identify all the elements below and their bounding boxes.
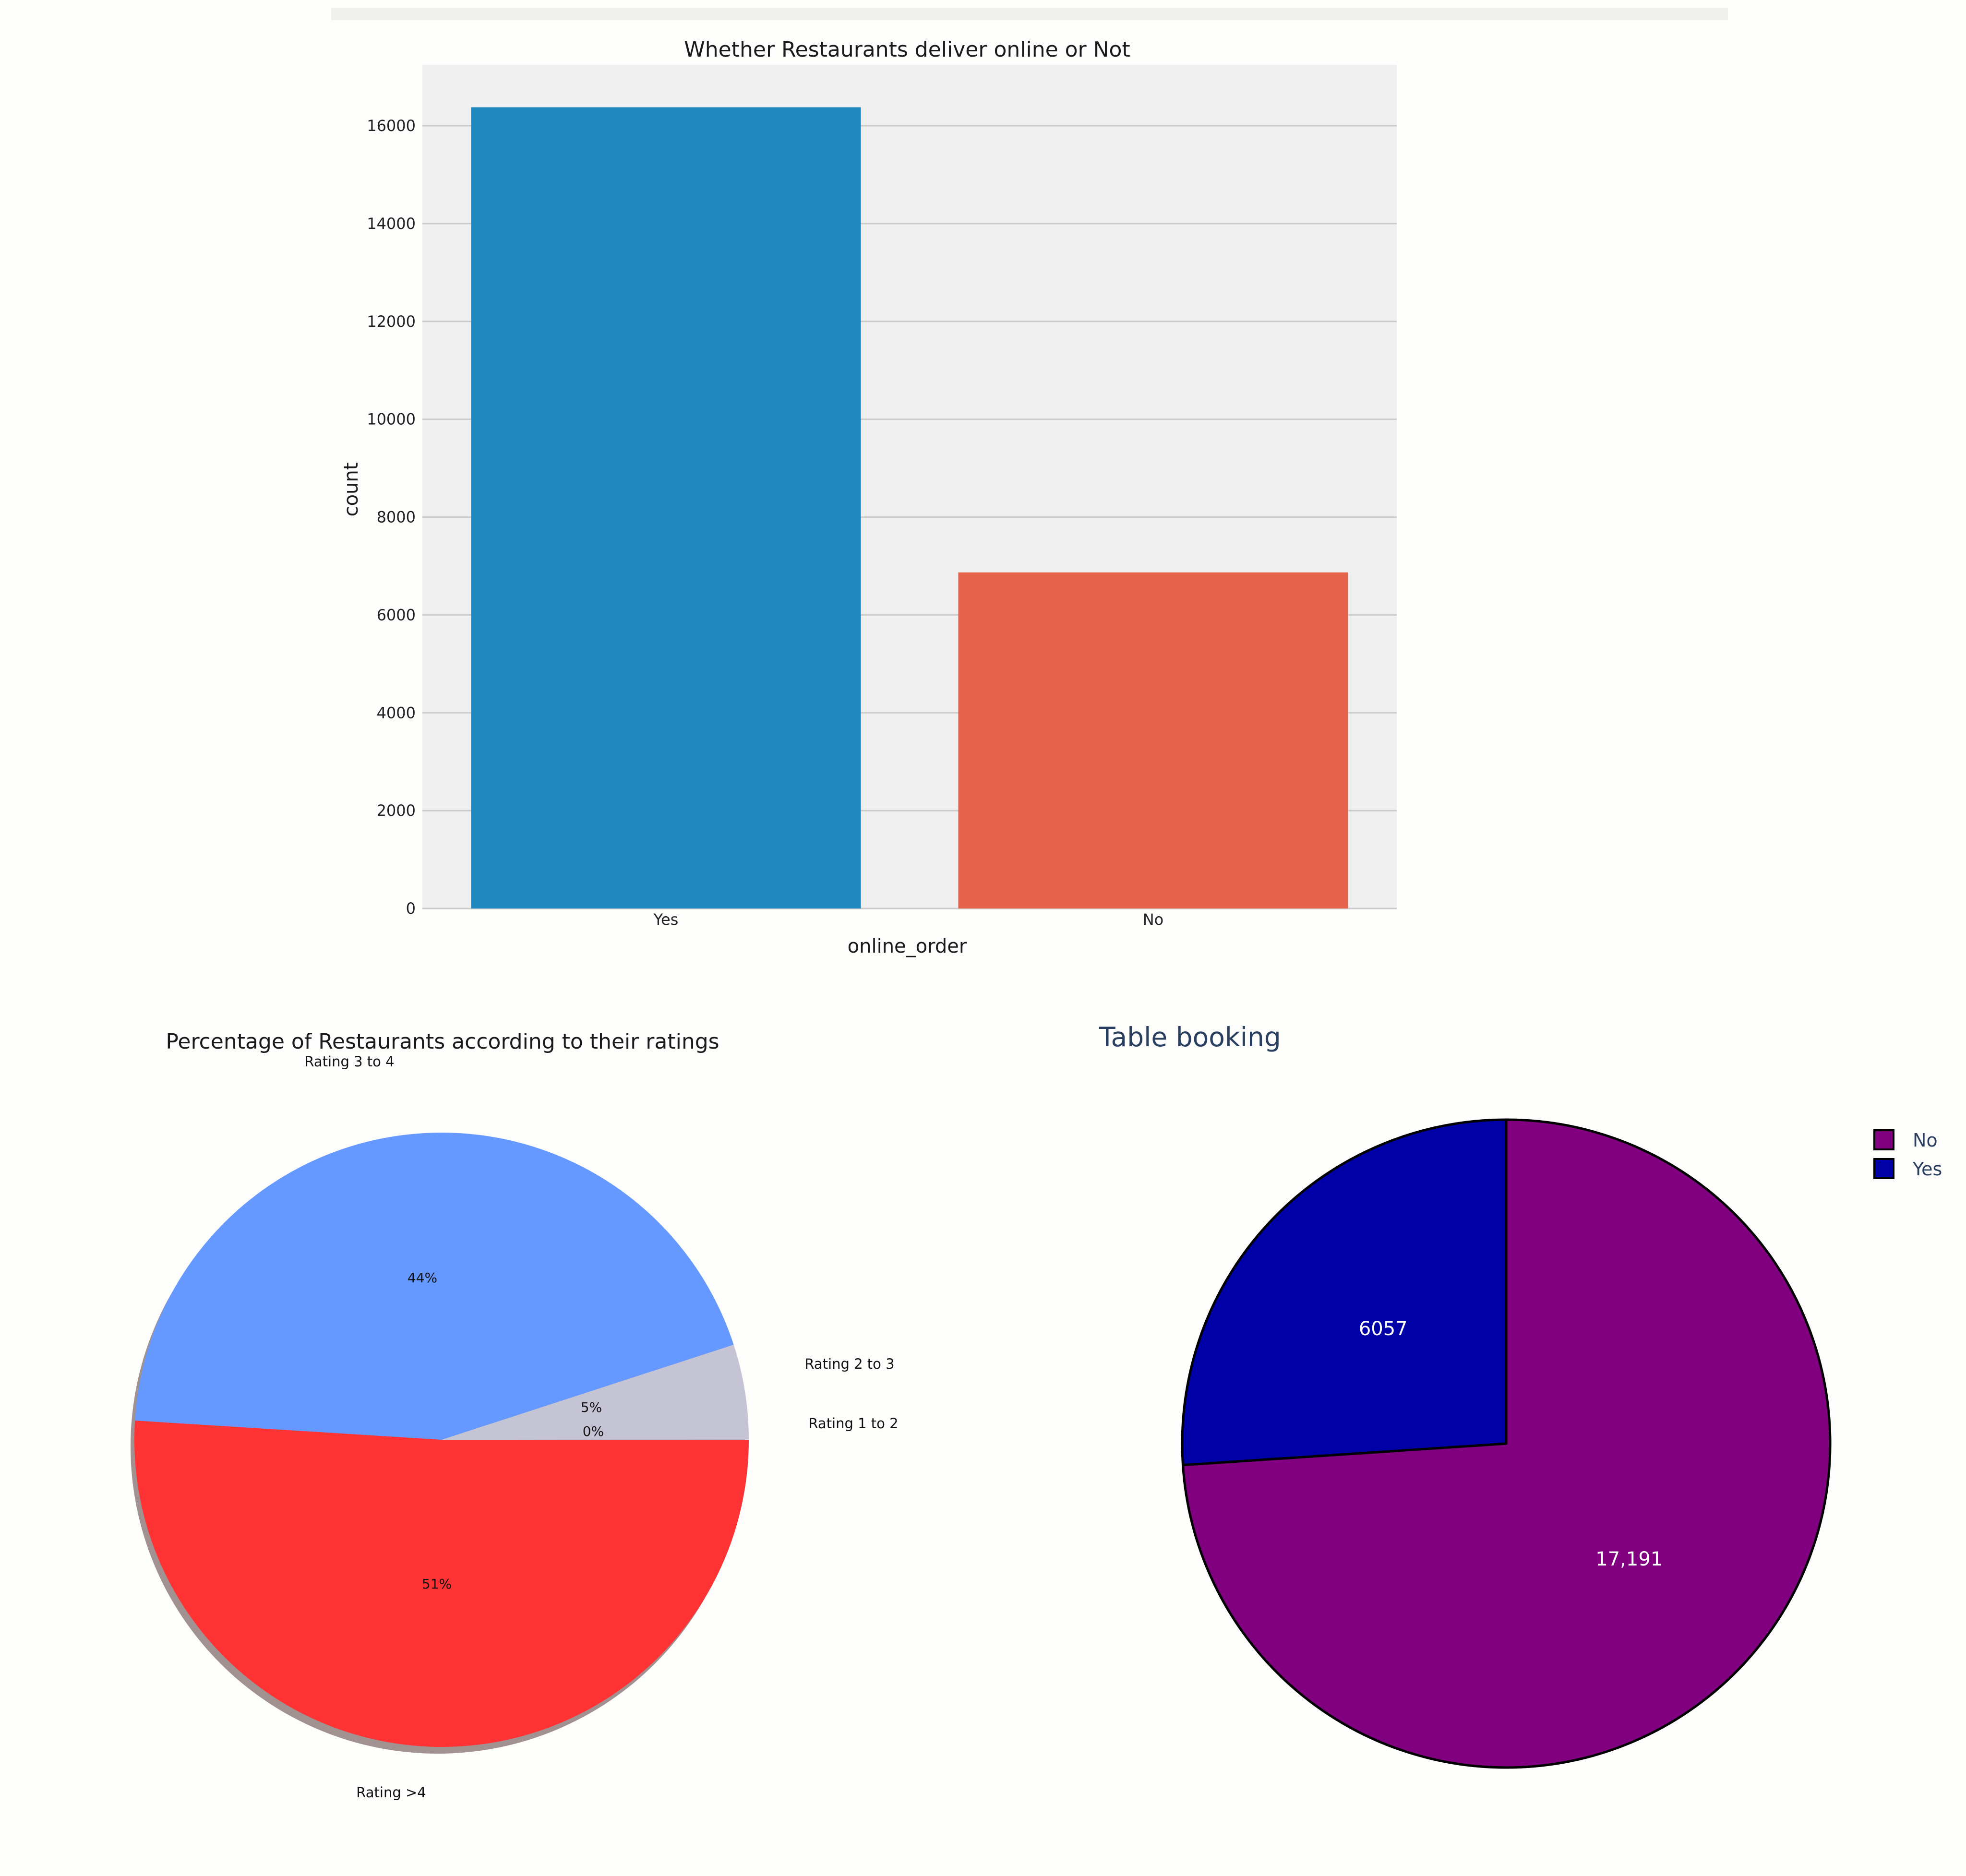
legend-swatch[interactable] (1873, 1129, 1894, 1150)
ratings-pie-percent: 51% (422, 1576, 452, 1592)
ratings-pie-label: Rating 1 to 2 (808, 1415, 898, 1432)
table-booking-slices (1181, 1118, 1832, 1769)
ratings-pie-labels: Rating 3 to 4 Rating 2 to 3 Rating 1 to 2 R… (304, 1053, 898, 1801)
ratings-pie-percent-labels: 44% 5% 0% 51% (408, 1270, 604, 1592)
ratings-pie-percent: 5% (581, 1399, 602, 1415)
bar-y-ticks: 0 2000 4000 6000 8000 10000 12000 14000 16000 (367, 117, 416, 918)
ratings-pie-percent: 0% (583, 1423, 604, 1439)
legend-label[interactable]: No (1913, 1130, 1938, 1151)
bar-y-tick-label: 12000 (367, 312, 416, 331)
ratings-pie-label: Rating 2 to 3 (804, 1356, 894, 1372)
bar-y-tick-label: 0 (406, 899, 416, 918)
ratings-pie-slice (135, 1133, 734, 1440)
bar-x-tick-label: Yes (653, 910, 679, 929)
ratings-pie-label: Rating >4 (356, 1784, 426, 1801)
bar-y-tick-label: 16000 (367, 117, 416, 135)
table-booking-pie-chart: Table booking 17,191 6057 No Yes (1099, 1022, 1942, 1769)
bar-x-axis-label: online_order (848, 935, 967, 957)
table-booking-title: Table booking (1099, 1022, 1281, 1052)
legend-label[interactable]: Yes (1912, 1159, 1942, 1180)
ratings-pie-slice (134, 1421, 749, 1747)
bar-chart-title: Whether Restaurants deliver online or No… (684, 37, 1130, 62)
bar-y-tick-label: 6000 (377, 606, 416, 624)
table-booking-value: 17,191 (1595, 1548, 1663, 1570)
bar-x-ticks: Yes No (653, 910, 1164, 929)
bar-y-tick-label: 8000 (377, 508, 416, 526)
bar-y-tick-label: 2000 (377, 801, 416, 820)
table-booking-legend[interactable]: No Yes (1873, 1129, 1942, 1180)
ratings-pie-chart: Percentage of Restaurants according to t… (131, 1029, 899, 1801)
ratings-pie-title: Percentage of Restaurants according to t… (166, 1029, 719, 1054)
ratings-pie-slice (442, 1344, 749, 1440)
bar-x-tick-label: No (1143, 910, 1164, 929)
ratings-pie-percent: 44% (408, 1270, 437, 1286)
bar-y-tick-label: 10000 (367, 410, 416, 429)
online-order-bar-chart: 0 2000 4000 6000 8000 10000 12000 14000 16000 Ye… (340, 37, 1397, 957)
ratings-pie-label: Rating 3 to 4 (304, 1053, 394, 1070)
table-booking-value-labels: 17,191 6057 (1359, 1318, 1663, 1570)
table-booking-value: 6057 (1359, 1318, 1408, 1340)
bar-yes (471, 107, 861, 908)
table-booking-slice-yes (1181, 1118, 1508, 1467)
bar-no (958, 572, 1348, 908)
legend-swatch[interactable] (1873, 1158, 1894, 1179)
bar-y-tick-label: 14000 (367, 215, 416, 233)
header-divider (331, 8, 1728, 20)
bar-series (471, 107, 1348, 908)
bar-y-tick-label: 4000 (377, 704, 416, 722)
bar-y-axis-label: count (340, 463, 362, 517)
ratings-pie-slices (134, 1133, 749, 1747)
